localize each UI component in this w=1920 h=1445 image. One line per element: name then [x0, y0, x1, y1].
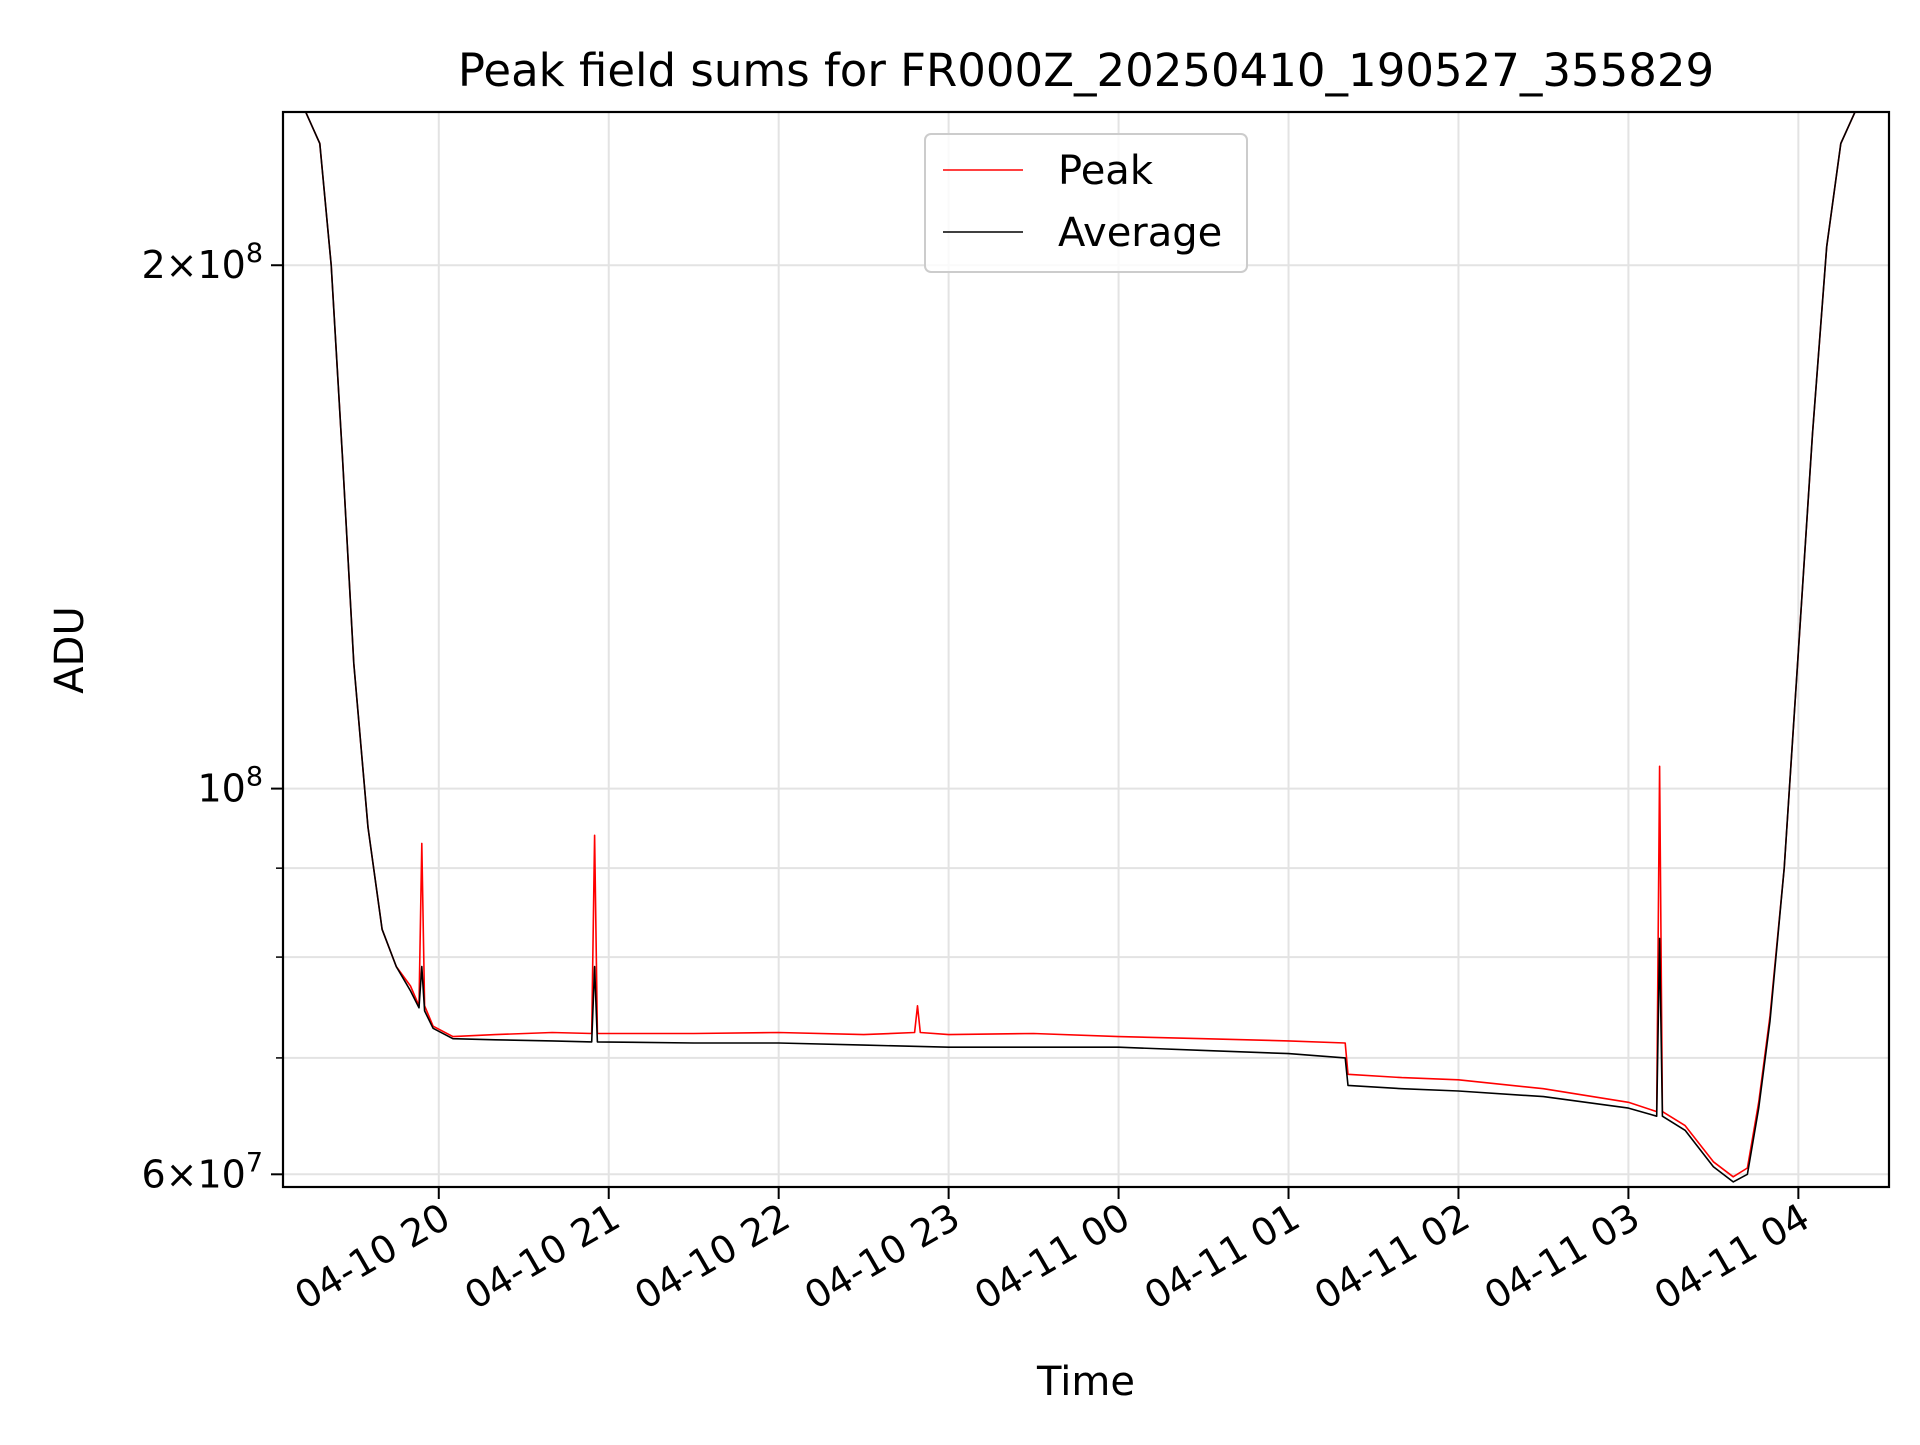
- plot-frame: [281, 110, 1891, 1189]
- legend: Peak Average: [924, 133, 1248, 273]
- x-axis-label: Time: [1036, 1359, 1135, 1405]
- x-tick-label: 04-10 21: [457, 1195, 627, 1319]
- y-axis-label: ADU: [47, 606, 93, 693]
- legend-label-average: Average: [1058, 210, 1222, 256]
- grid-layer: [283, 112, 1889, 1187]
- legend-box: [924, 133, 1248, 273]
- chart-title: Peak field sums for FR000Z_20250410_1905…: [458, 44, 1714, 97]
- y-tick-label: 2×108: [141, 238, 263, 287]
- series-line-average: [283, 112, 1889, 1183]
- x-tick-label: 04-11 02: [1307, 1195, 1477, 1319]
- x-tick-label: 04-11 04: [1647, 1195, 1817, 1319]
- y-tick-label: 6×107: [141, 1147, 263, 1196]
- x-tick-label: 04-10 23: [797, 1195, 967, 1319]
- x-axis: 04-10 20 04-10 21 04-10 22 04-10 23 04-11 00…: [287, 1187, 1817, 1318]
- x-tick-label: 04-11 01: [1137, 1195, 1307, 1319]
- x-tick-label: 04-11 00: [967, 1195, 1137, 1319]
- y-axis: 6×107 108 2×108: [141, 238, 283, 1196]
- series-layer: [283, 112, 1889, 1183]
- x-tick-label: 04-11 03: [1477, 1195, 1647, 1319]
- x-tick-label: 04-10 22: [627, 1195, 797, 1319]
- x-tick-label: 04-10 20: [287, 1195, 457, 1319]
- legend-label-peak: Peak: [1058, 148, 1154, 194]
- y-tick-label: 108: [197, 762, 263, 811]
